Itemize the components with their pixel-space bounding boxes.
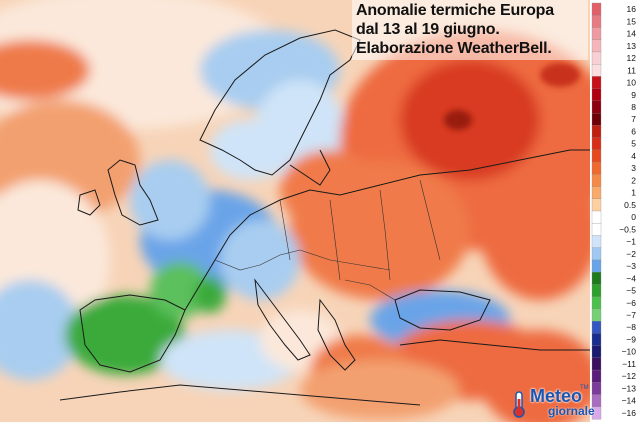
legend-swatch bbox=[591, 259, 602, 273]
legend-label: 0 bbox=[631, 212, 636, 222]
legend-swatch bbox=[591, 272, 602, 285]
legend-label: −3 bbox=[626, 261, 636, 271]
legend-swatch bbox=[591, 174, 602, 187]
color-legend: 16 15 14 13 12 11 10 9 8 7 6 5 4 3 2 1 0.5 0 −0.5 −1 −2 −3 −4 −… bbox=[590, 0, 640, 422]
legend-swatch bbox=[591, 284, 602, 298]
legend-label: −14 bbox=[622, 396, 637, 406]
legend-swatch bbox=[591, 235, 602, 249]
legend-swatch bbox=[591, 39, 602, 53]
legend-label: 6 bbox=[631, 126, 636, 136]
legend-label: −7 bbox=[626, 310, 636, 320]
legend-swatch bbox=[591, 247, 602, 261]
legend-swatch bbox=[591, 296, 602, 310]
anomaly-map-canvas bbox=[0, 0, 590, 422]
legend-swatch bbox=[591, 125, 602, 139]
legend-label: 1 bbox=[631, 188, 636, 198]
legend-label: −12 bbox=[622, 371, 637, 381]
legend-label: 10 bbox=[627, 78, 637, 88]
logo-trademark: TM bbox=[580, 385, 589, 391]
legend-swatch bbox=[591, 149, 602, 163]
title-backdrop bbox=[352, 0, 588, 60]
legend-label: −10 bbox=[622, 347, 637, 357]
legend-swatch bbox=[591, 345, 602, 359]
legend-swatch bbox=[591, 51, 602, 65]
legend-swatch bbox=[591, 137, 602, 151]
legend-swatch bbox=[591, 100, 602, 114]
logo-text-main: Meteo bbox=[530, 386, 583, 406]
legend-label: −5 bbox=[626, 286, 636, 296]
coastlines bbox=[59, 29, 590, 406]
legend-swatch bbox=[591, 112, 602, 126]
legend-label: 2 bbox=[631, 175, 636, 185]
legend-label: 3 bbox=[631, 163, 636, 173]
legend-swatch bbox=[591, 161, 602, 175]
legend-swatch bbox=[591, 382, 602, 395]
legend-label: −2 bbox=[626, 249, 636, 259]
legend-label: −16 bbox=[622, 408, 637, 418]
legend-swatch bbox=[591, 2, 602, 16]
legend-label: −8 bbox=[626, 322, 636, 332]
legend-label: 14 bbox=[627, 29, 637, 39]
legend-swatch bbox=[591, 333, 602, 347]
legend-swatch bbox=[591, 357, 602, 371]
legend-swatch bbox=[591, 320, 602, 334]
legend-label: −11 bbox=[622, 359, 636, 369]
legend-scale: 16 15 14 13 12 11 10 9 8 7 6 5 4 3 2 1 0.5 0 −0.5 −1 −2 −3 −4 −… bbox=[591, 2, 637, 420]
legend-label: 16 bbox=[627, 4, 637, 14]
legend-swatch bbox=[591, 186, 602, 200]
legend-label: −6 bbox=[626, 298, 636, 308]
logo-text-sub: giornale bbox=[548, 404, 595, 418]
legend-label: 8 bbox=[631, 102, 636, 112]
legend-label: −9 bbox=[626, 334, 636, 344]
title-line-3: Elaborazione WeatherBell. bbox=[356, 40, 552, 57]
legend-label: 7 bbox=[631, 114, 636, 124]
legend-label: 4 bbox=[631, 151, 636, 161]
meteogiornale-logo: Meteo TM giornale bbox=[510, 385, 595, 422]
legend-swatch bbox=[591, 15, 602, 28]
legend-label: −4 bbox=[626, 273, 636, 283]
legend-label: 13 bbox=[627, 41, 637, 51]
legend-swatch bbox=[591, 369, 602, 383]
legend-swatch bbox=[591, 64, 602, 77]
anomaly-field bbox=[0, 0, 590, 422]
legend-label: 5 bbox=[631, 139, 636, 149]
legend-swatch bbox=[591, 27, 602, 41]
legend-swatch bbox=[591, 406, 602, 420]
hot-core bbox=[444, 63, 580, 130]
legend-label: 9 bbox=[631, 90, 636, 100]
legend-swatch bbox=[591, 223, 602, 236]
legend-swatch bbox=[591, 210, 602, 224]
legend-swatch bbox=[591, 76, 602, 90]
legend-label: −13 bbox=[622, 383, 637, 393]
legend-label: −0.5 bbox=[619, 224, 636, 234]
legend-swatch bbox=[591, 308, 602, 322]
title-line-2: dal 13 al 19 giugno. bbox=[356, 21, 500, 38]
borders bbox=[214, 179, 441, 301]
legend-label: 11 bbox=[627, 65, 636, 75]
legend-label: 12 bbox=[627, 53, 637, 63]
legend-label: 0.5 bbox=[624, 200, 636, 210]
legend-label: −1 bbox=[626, 237, 636, 247]
legend-label: 15 bbox=[627, 16, 637, 26]
logo-thermometer-icon bbox=[513, 391, 525, 418]
legend-swatch bbox=[591, 198, 602, 212]
legend-swatch bbox=[591, 88, 602, 102]
title-line-1: Anomalie termiche Europa bbox=[356, 2, 554, 19]
anomaly-map bbox=[0, 0, 590, 422]
